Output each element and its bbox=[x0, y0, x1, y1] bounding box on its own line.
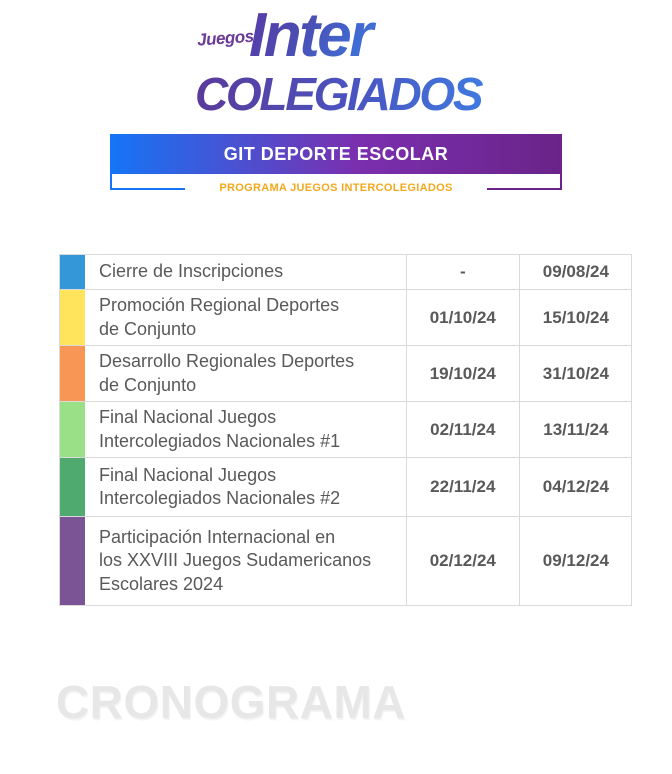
svg-text:Juegos: Juegos bbox=[196, 27, 254, 50]
svg-text:COLEGIADOS: COLEGIADOS bbox=[195, 68, 484, 118]
svg-text:Inter: Inter bbox=[249, 1, 376, 70]
